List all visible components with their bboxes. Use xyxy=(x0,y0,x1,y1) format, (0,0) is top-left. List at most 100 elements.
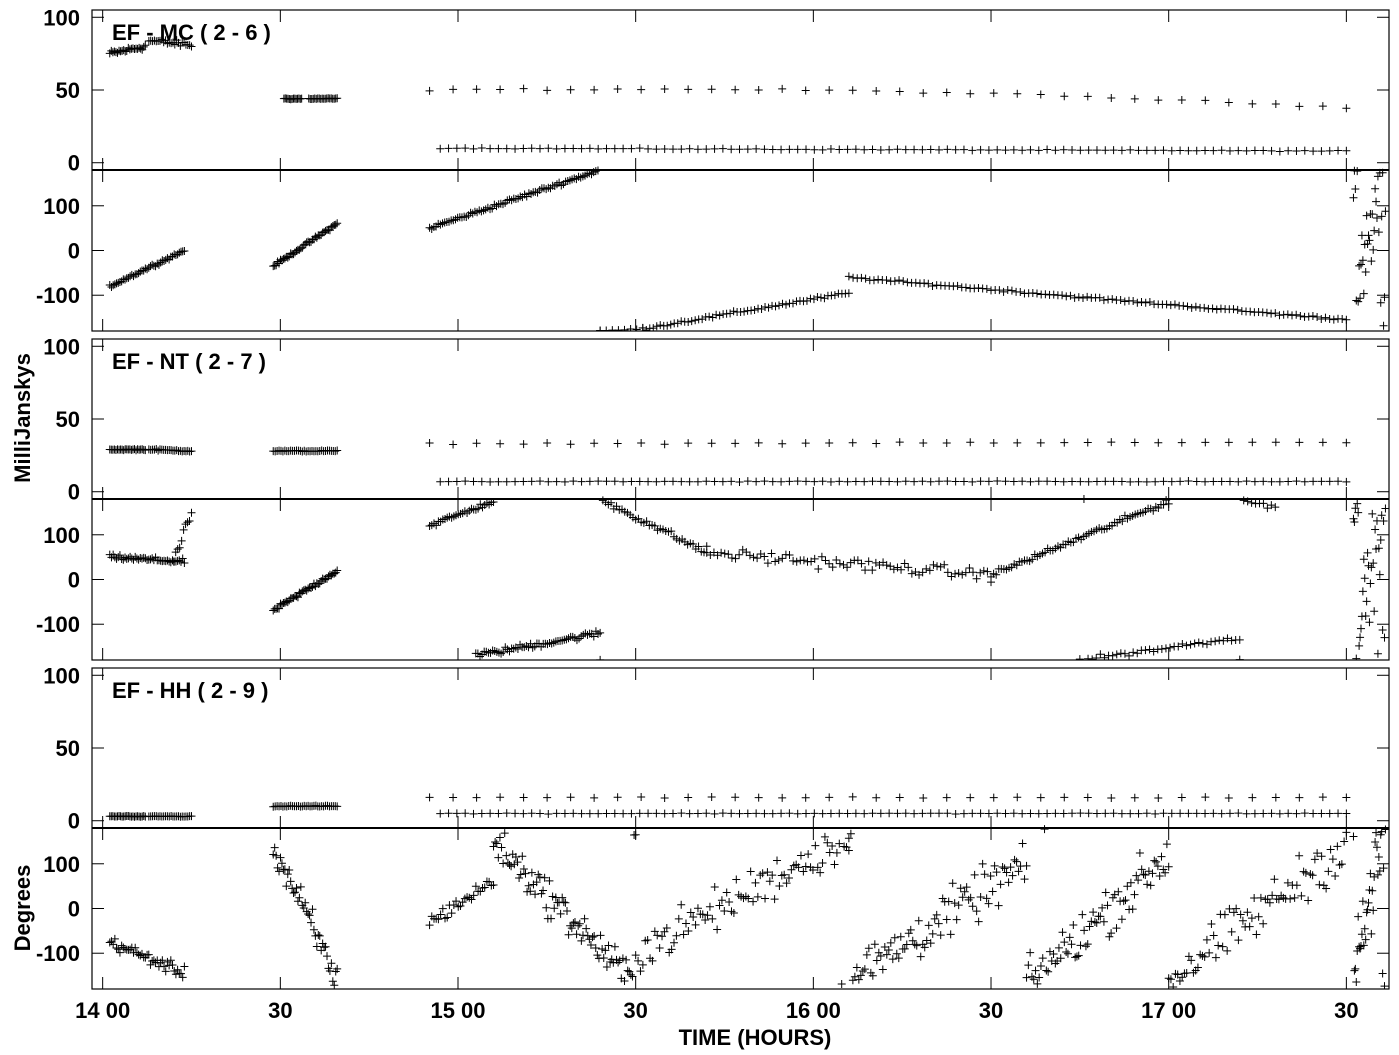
phase-point xyxy=(1361,268,1370,277)
phase-point xyxy=(1054,943,1063,952)
phase-point xyxy=(1207,637,1216,646)
phase-point xyxy=(1164,974,1173,983)
phase-point xyxy=(708,914,717,923)
phase-point xyxy=(870,940,879,949)
phase-point xyxy=(1355,261,1364,270)
phase-point xyxy=(289,889,298,898)
phase-point xyxy=(1038,954,1047,963)
amp-point xyxy=(502,477,511,486)
phase-point xyxy=(1349,193,1358,202)
phase-point xyxy=(1335,861,1344,870)
phase-point xyxy=(792,297,801,306)
phase-point xyxy=(1098,903,1107,912)
phase-point xyxy=(948,879,957,888)
phase-point xyxy=(1246,307,1255,316)
phase-point xyxy=(1374,544,1383,553)
phase-point xyxy=(112,944,121,953)
phase-point xyxy=(480,883,489,892)
amp-point xyxy=(848,86,857,95)
amp-point xyxy=(942,793,951,802)
amp-point xyxy=(1026,477,1035,486)
amp-point xyxy=(669,477,678,486)
phase-point xyxy=(749,897,758,906)
phase-point xyxy=(449,216,458,225)
phase-point xyxy=(1146,881,1155,890)
amp-point xyxy=(333,446,342,455)
phase-point xyxy=(1368,886,1377,895)
phase-point xyxy=(521,869,530,878)
phase-point xyxy=(1229,305,1238,314)
phase-point xyxy=(180,246,189,255)
phase-point xyxy=(109,940,118,949)
phase-point xyxy=(775,881,784,890)
phase-point xyxy=(965,563,974,572)
phase-point xyxy=(911,278,920,287)
phase-point xyxy=(926,939,935,948)
phase-point xyxy=(1166,975,1175,984)
phase-point xyxy=(451,215,460,224)
phase-point xyxy=(482,647,491,656)
phase-point xyxy=(899,277,908,286)
amp-point xyxy=(872,793,881,802)
amp-point xyxy=(1342,146,1351,155)
phase-point xyxy=(1049,950,1058,959)
phase-point xyxy=(792,557,801,566)
phase-point xyxy=(131,943,140,952)
phase-point xyxy=(768,871,777,880)
amp-point xyxy=(1117,477,1126,486)
phase-point xyxy=(691,920,700,929)
phase-point xyxy=(698,910,707,919)
phase-point xyxy=(1267,501,1276,510)
phase-point xyxy=(1092,654,1101,660)
amp-point xyxy=(826,144,835,153)
phase-point xyxy=(729,307,738,316)
phase-point xyxy=(602,962,611,971)
phase-point xyxy=(925,566,934,575)
phase-point xyxy=(575,919,584,928)
amp-point xyxy=(760,809,769,818)
amp-point xyxy=(1034,146,1043,155)
phase-point xyxy=(1377,212,1386,221)
amp-point xyxy=(868,145,877,154)
amp-point xyxy=(885,477,894,486)
amp-point xyxy=(802,145,811,154)
phase-point xyxy=(821,556,830,565)
amp-point xyxy=(1142,477,1151,486)
amp-point xyxy=(910,145,919,154)
amp-point xyxy=(1177,793,1186,802)
amp-point xyxy=(778,84,787,93)
phase-point xyxy=(563,906,572,915)
phase-point xyxy=(112,279,121,288)
amp-point xyxy=(141,41,150,50)
amp-point xyxy=(519,144,528,153)
phase-point xyxy=(764,303,773,312)
phase-point xyxy=(1360,574,1369,583)
phase-point xyxy=(677,900,686,909)
amp-point xyxy=(918,145,927,154)
amp-point xyxy=(1325,809,1334,818)
amp-point xyxy=(449,440,458,449)
phase-point xyxy=(121,553,130,562)
phase-point xyxy=(1270,875,1279,884)
amp-point xyxy=(444,809,453,818)
phase-point xyxy=(1252,930,1261,939)
amp-point xyxy=(825,438,834,447)
phase-point xyxy=(1141,646,1150,655)
phase-point xyxy=(1317,852,1326,861)
amp-point xyxy=(1151,146,1160,155)
phase-point xyxy=(1355,641,1364,650)
amp-point xyxy=(1225,146,1234,155)
phase-point xyxy=(1040,825,1049,834)
phase-point xyxy=(856,971,865,980)
phase-point xyxy=(610,942,619,951)
phase-point xyxy=(846,829,855,838)
phase-point xyxy=(146,555,155,564)
amp-point xyxy=(552,477,561,486)
phase-point xyxy=(1322,884,1331,893)
phase-point xyxy=(1308,311,1317,320)
amp-point xyxy=(1300,809,1309,818)
data-points xyxy=(105,438,1389,660)
phase-point xyxy=(489,497,498,506)
phase-point xyxy=(175,543,184,552)
amp-point xyxy=(1309,809,1318,818)
